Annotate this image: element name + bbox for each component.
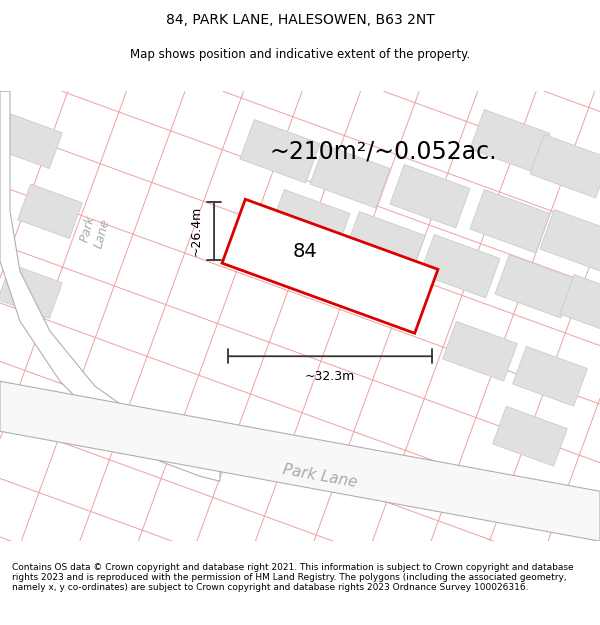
Polygon shape [345,211,425,275]
Polygon shape [420,234,500,298]
Text: ~32.3m: ~32.3m [305,370,355,382]
Polygon shape [240,119,320,183]
Polygon shape [470,189,550,253]
Polygon shape [530,134,600,198]
Polygon shape [493,406,568,466]
Text: Park
Lane: Park Lane [77,213,112,249]
Polygon shape [17,184,82,239]
Polygon shape [560,274,600,338]
Polygon shape [470,109,550,173]
Polygon shape [222,199,438,333]
Text: Park Lane: Park Lane [281,462,358,490]
Text: Map shows position and indicative extent of the property.: Map shows position and indicative extent… [130,48,470,61]
Polygon shape [540,209,600,273]
Text: ~26.4m: ~26.4m [190,206,203,256]
Polygon shape [270,189,350,253]
Polygon shape [0,91,220,481]
Text: 84, PARK LANE, HALESOWEN, B63 2NT: 84, PARK LANE, HALESOWEN, B63 2NT [166,12,434,27]
Polygon shape [390,164,470,228]
Text: ~210m²/~0.052ac.: ~210m²/~0.052ac. [270,139,497,163]
Polygon shape [512,346,587,406]
Text: Contains OS data © Crown copyright and database right 2021. This information is : Contains OS data © Crown copyright and d… [12,562,574,592]
Polygon shape [0,381,600,541]
Text: 84: 84 [293,242,317,261]
Polygon shape [443,321,517,381]
Polygon shape [0,264,62,319]
Polygon shape [495,254,575,318]
Polygon shape [310,144,390,208]
Polygon shape [0,114,62,169]
